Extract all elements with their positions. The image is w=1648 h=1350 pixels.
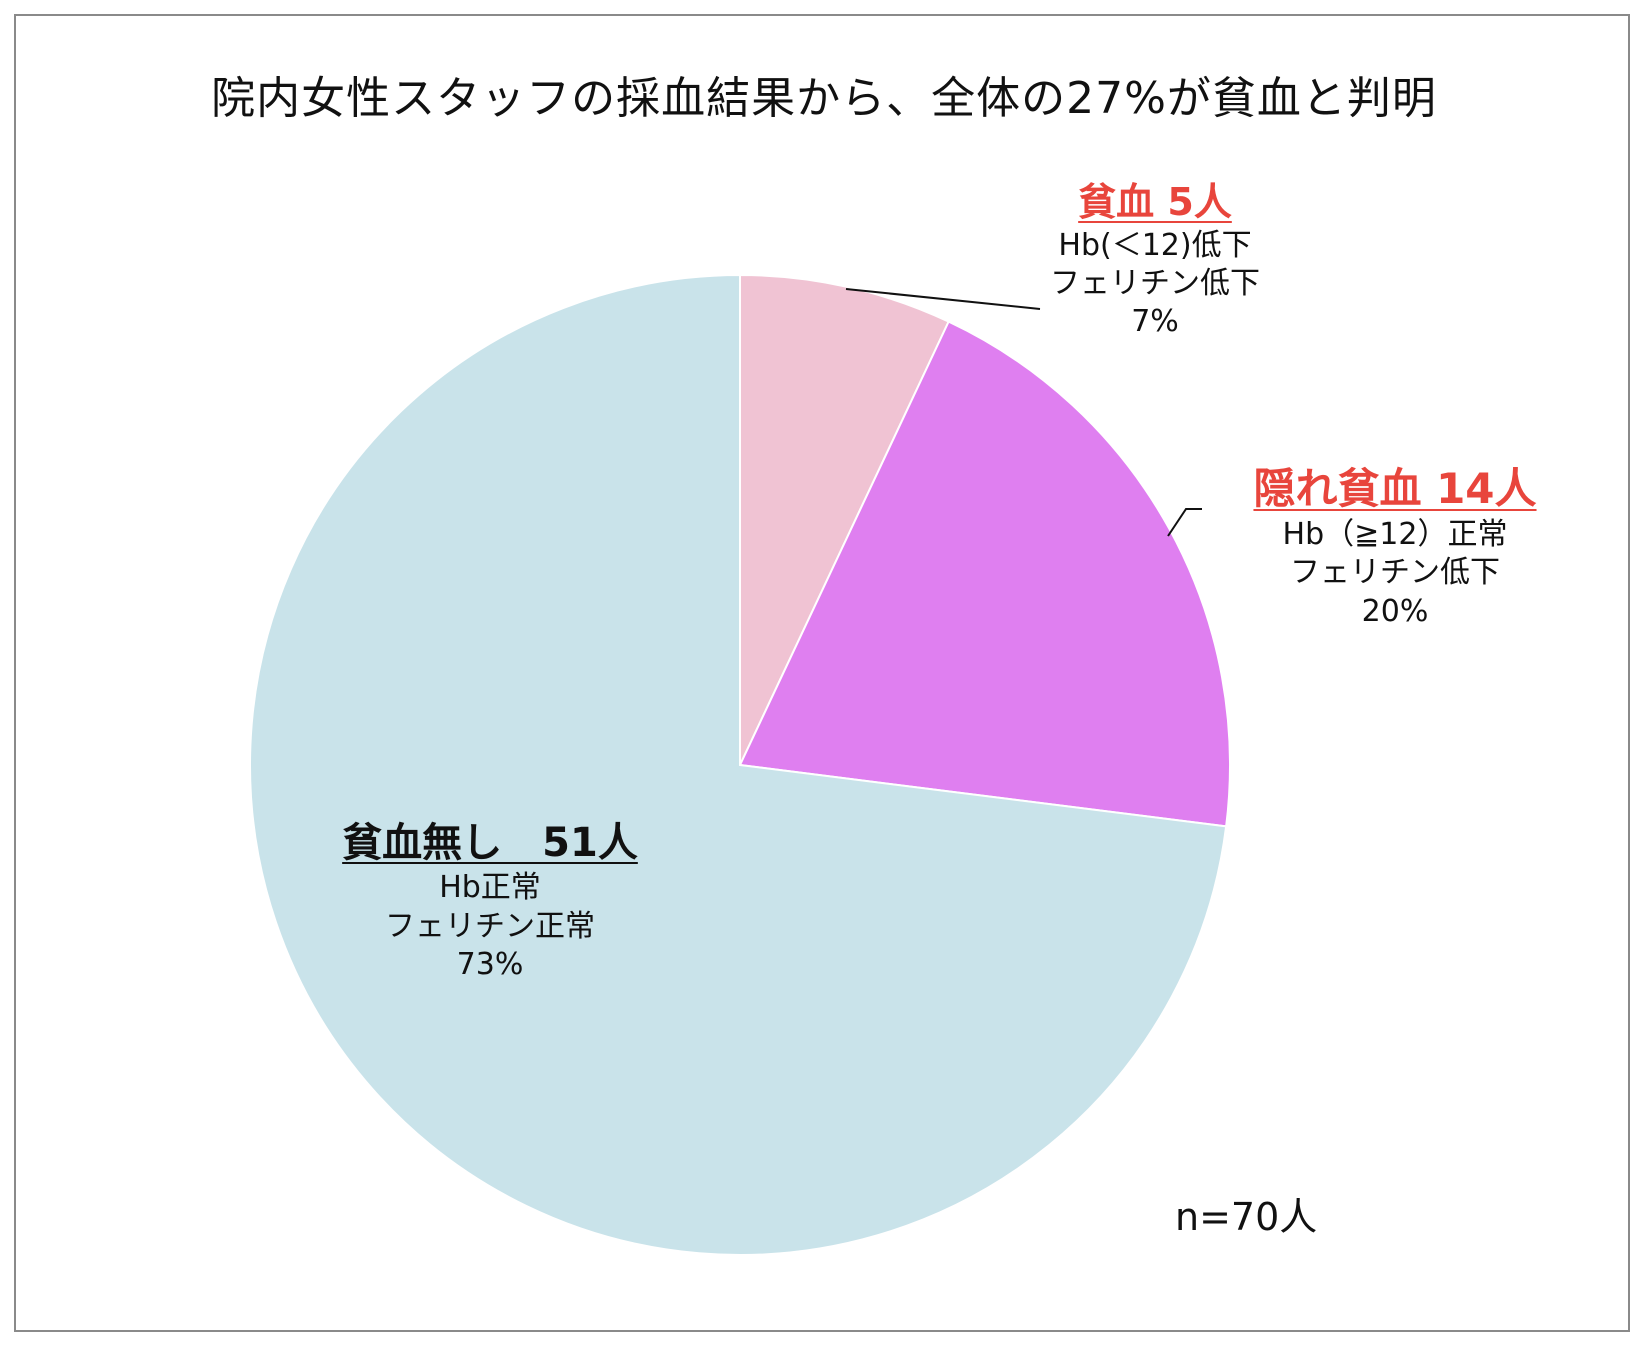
sample-size-note: n=70人 xyxy=(1175,1195,1318,1239)
leader-line-anemia xyxy=(845,288,1041,310)
slice-line: フェリチン低下 xyxy=(1050,266,1260,302)
leader-line-hidden-anemia xyxy=(1167,508,1202,537)
slice-header: 隠れ貧血 14人 xyxy=(1253,464,1537,513)
slice-line: フェリチン低下 xyxy=(1290,555,1500,591)
slice-header: 貧血 5人 xyxy=(1078,180,1232,224)
slice-label-hidden-anemia: 隠れ貧血 14人 Hb（≧12）正常 フェリチン低下 20% xyxy=(1190,462,1600,631)
slice-line: Hb正常 xyxy=(439,870,541,906)
pie-slice-no-anemia xyxy=(249,273,1228,1256)
slice-line: フェリチン正常 xyxy=(385,908,595,944)
slice-label-no-anemia: 貧血無し 51人 Hb正常 フェリチン正常 73% xyxy=(290,818,690,984)
slice-line: Hb(＜12)低下 xyxy=(1058,227,1252,263)
pie-slice-hidden-anemia xyxy=(738,320,1231,828)
slice-percent: 20% xyxy=(1361,593,1429,629)
pie-slice-anemia xyxy=(739,273,950,766)
slice-label-anemia: 貧血 5人 Hb(＜12)低下 フェリチン低下 7% xyxy=(975,178,1335,342)
slice-percent: 7% xyxy=(1131,304,1179,340)
chart-title: 院内女性スタッフの採血結果から、全体の27%が貧血と判明 xyxy=(211,73,1437,124)
slice-percent: 73% xyxy=(456,946,524,982)
slice-line: Hb（≧12）正常 xyxy=(1282,516,1508,552)
slice-header: 貧血無し 51人 xyxy=(342,820,638,866)
